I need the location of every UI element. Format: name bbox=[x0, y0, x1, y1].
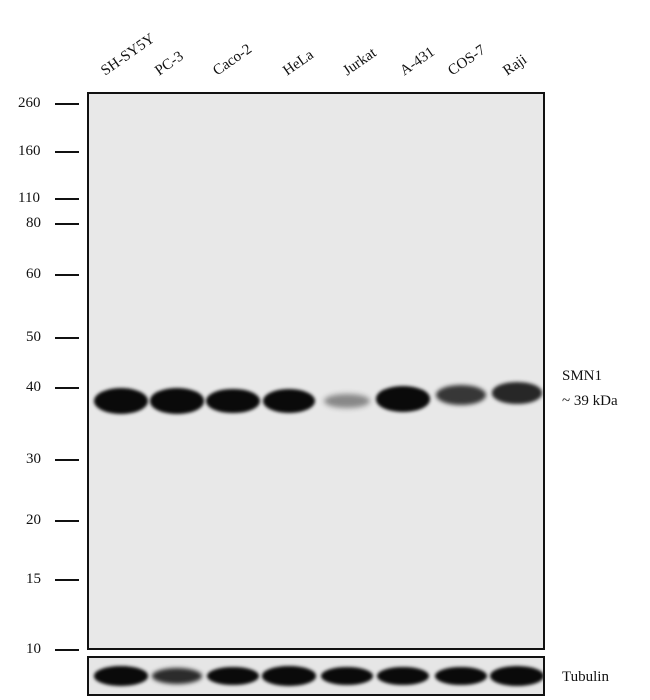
mw-tick-40 bbox=[55, 387, 79, 389]
tubulin-band-caco-2 bbox=[206, 666, 260, 686]
blot-panel-smn1 bbox=[87, 92, 545, 650]
smn1-band-sh-sy5y bbox=[94, 388, 148, 414]
mw-tick-15 bbox=[55, 579, 79, 581]
mw-tick-260 bbox=[55, 103, 79, 105]
mw-tick-110 bbox=[55, 198, 79, 200]
mw-label-160: 160 bbox=[18, 143, 41, 159]
mw-label-20: 20 bbox=[26, 512, 41, 528]
tubulin-band-raji bbox=[490, 666, 543, 686]
smn1-band-a-431 bbox=[376, 386, 430, 412]
smn1-band-pc-3 bbox=[150, 388, 204, 414]
lane-label-hela: HeLa bbox=[280, 46, 317, 80]
mw-tick-20 bbox=[55, 520, 79, 522]
mw-label-10: 10 bbox=[26, 641, 41, 657]
mw-tick-10 bbox=[55, 649, 79, 651]
target-size-label: ~ 39 kDa bbox=[562, 393, 618, 409]
smn1-band-jurkat bbox=[323, 394, 371, 408]
loading-control-label: Tubulin bbox=[562, 669, 609, 685]
mw-tick-80 bbox=[55, 223, 79, 225]
mw-label-40: 40 bbox=[26, 379, 41, 395]
target-name-label: SMN1 bbox=[562, 368, 603, 384]
mw-tick-160 bbox=[55, 151, 79, 153]
lane-label-caco-2: Caco-2 bbox=[210, 41, 255, 80]
lane-label-pc-3: PC-3 bbox=[152, 48, 187, 80]
smn1-band-caco-2 bbox=[206, 388, 260, 414]
mw-label-110: 110 bbox=[18, 190, 40, 206]
mw-label-50: 50 bbox=[26, 329, 41, 345]
lane-label-sh-sy5y: SH-SY5Y bbox=[98, 30, 158, 80]
tubulin-band-jurkat bbox=[320, 666, 374, 686]
mw-label-60: 60 bbox=[26, 266, 41, 282]
smn1-band-hela bbox=[262, 388, 316, 414]
smn1-band-raji bbox=[491, 382, 543, 404]
lane-label-a-431: A-431 bbox=[397, 44, 438, 80]
lane-label-raji: Raji bbox=[500, 51, 530, 80]
smn1-band-cos-7 bbox=[435, 384, 487, 406]
mw-tick-60 bbox=[55, 274, 79, 276]
mw-tick-50 bbox=[55, 337, 79, 339]
tubulin-band-sh-sy5y bbox=[94, 666, 148, 686]
tubulin-band-pc-3 bbox=[151, 667, 203, 685]
mw-label-30: 30 bbox=[26, 451, 41, 467]
mw-label-80: 80 bbox=[26, 215, 41, 231]
mw-tick-30 bbox=[55, 459, 79, 461]
lane-label-jurkat: Jurkat bbox=[340, 45, 380, 80]
tubulin-band-cos-7 bbox=[434, 666, 488, 686]
mw-label-15: 15 bbox=[26, 571, 41, 587]
tubulin-band-hela bbox=[262, 666, 316, 686]
tubulin-band-a-431 bbox=[376, 666, 430, 686]
blot-panel-tubulin bbox=[87, 656, 545, 696]
lane-label-cos-7: COS-7 bbox=[445, 42, 489, 80]
mw-label-260: 260 bbox=[18, 95, 41, 111]
